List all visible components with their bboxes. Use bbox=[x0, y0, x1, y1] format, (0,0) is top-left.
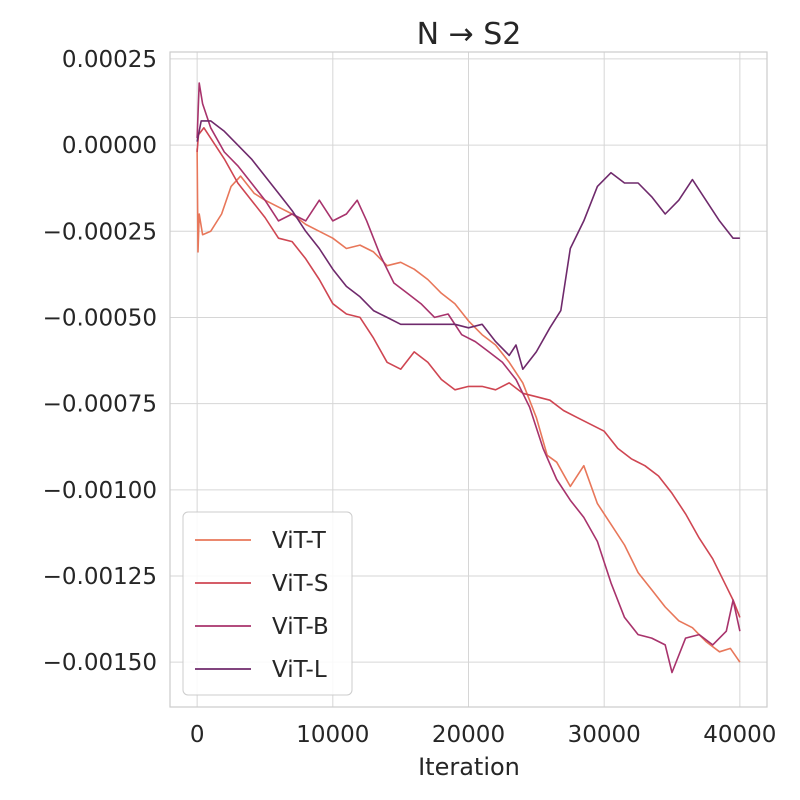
x-tick-label: 40000 bbox=[703, 722, 776, 748]
series-line-vit-b bbox=[196, 82, 741, 674]
x-tick-labels: 0 10000 20000 30000 40000 bbox=[190, 722, 777, 748]
legend-item-vit-l[interactable]: ViT-L bbox=[195, 657, 327, 683]
plot-frame bbox=[169, 51, 768, 708]
x-tick-label: 20000 bbox=[432, 722, 505, 748]
series-lines bbox=[196, 82, 741, 674]
series-line-vit-t bbox=[196, 148, 741, 663]
y-tick-label: −0.00125 bbox=[43, 564, 157, 590]
chart-title: N → S2 bbox=[417, 17, 522, 52]
legend-box bbox=[182, 511, 353, 696]
y-tick-label: −0.00025 bbox=[43, 219, 157, 245]
x-tick-label: 0 bbox=[190, 722, 205, 748]
x-axis-title: Iteration bbox=[418, 753, 520, 781]
x-tick-label: 30000 bbox=[568, 722, 641, 748]
x-tick-label: 10000 bbox=[296, 722, 369, 748]
grid-lines bbox=[170, 52, 767, 707]
legend-label: ViT-T bbox=[272, 528, 327, 554]
y-tick-label: 0.00025 bbox=[62, 47, 157, 73]
legend-item-vit-t[interactable]: ViT-T bbox=[195, 528, 327, 554]
legend-label: ViT-S bbox=[272, 571, 328, 597]
y-tick-label: −0.00050 bbox=[43, 305, 157, 331]
legend-label: ViT-B bbox=[272, 614, 329, 640]
y-tick-label: 0.00000 bbox=[62, 133, 157, 159]
y-tick-label: −0.00100 bbox=[43, 478, 157, 504]
y-tick-label: −0.00075 bbox=[43, 392, 157, 418]
series-line-vit-l bbox=[196, 120, 740, 370]
legend-label: ViT-L bbox=[272, 657, 327, 683]
y-tick-label: −0.00150 bbox=[43, 650, 157, 676]
legend-item-vit-b[interactable]: ViT-B bbox=[195, 614, 329, 640]
legend[interactable]: ViT-T ViT-S ViT-B ViT-L bbox=[182, 511, 353, 696]
legend-item-vit-s[interactable]: ViT-S bbox=[195, 571, 328, 597]
series-line-vit-s bbox=[196, 127, 741, 618]
y-tick-labels: 0.00025 0.00000 −0.00025 −0.00050 −0.00075 −0… bbox=[43, 47, 157, 676]
